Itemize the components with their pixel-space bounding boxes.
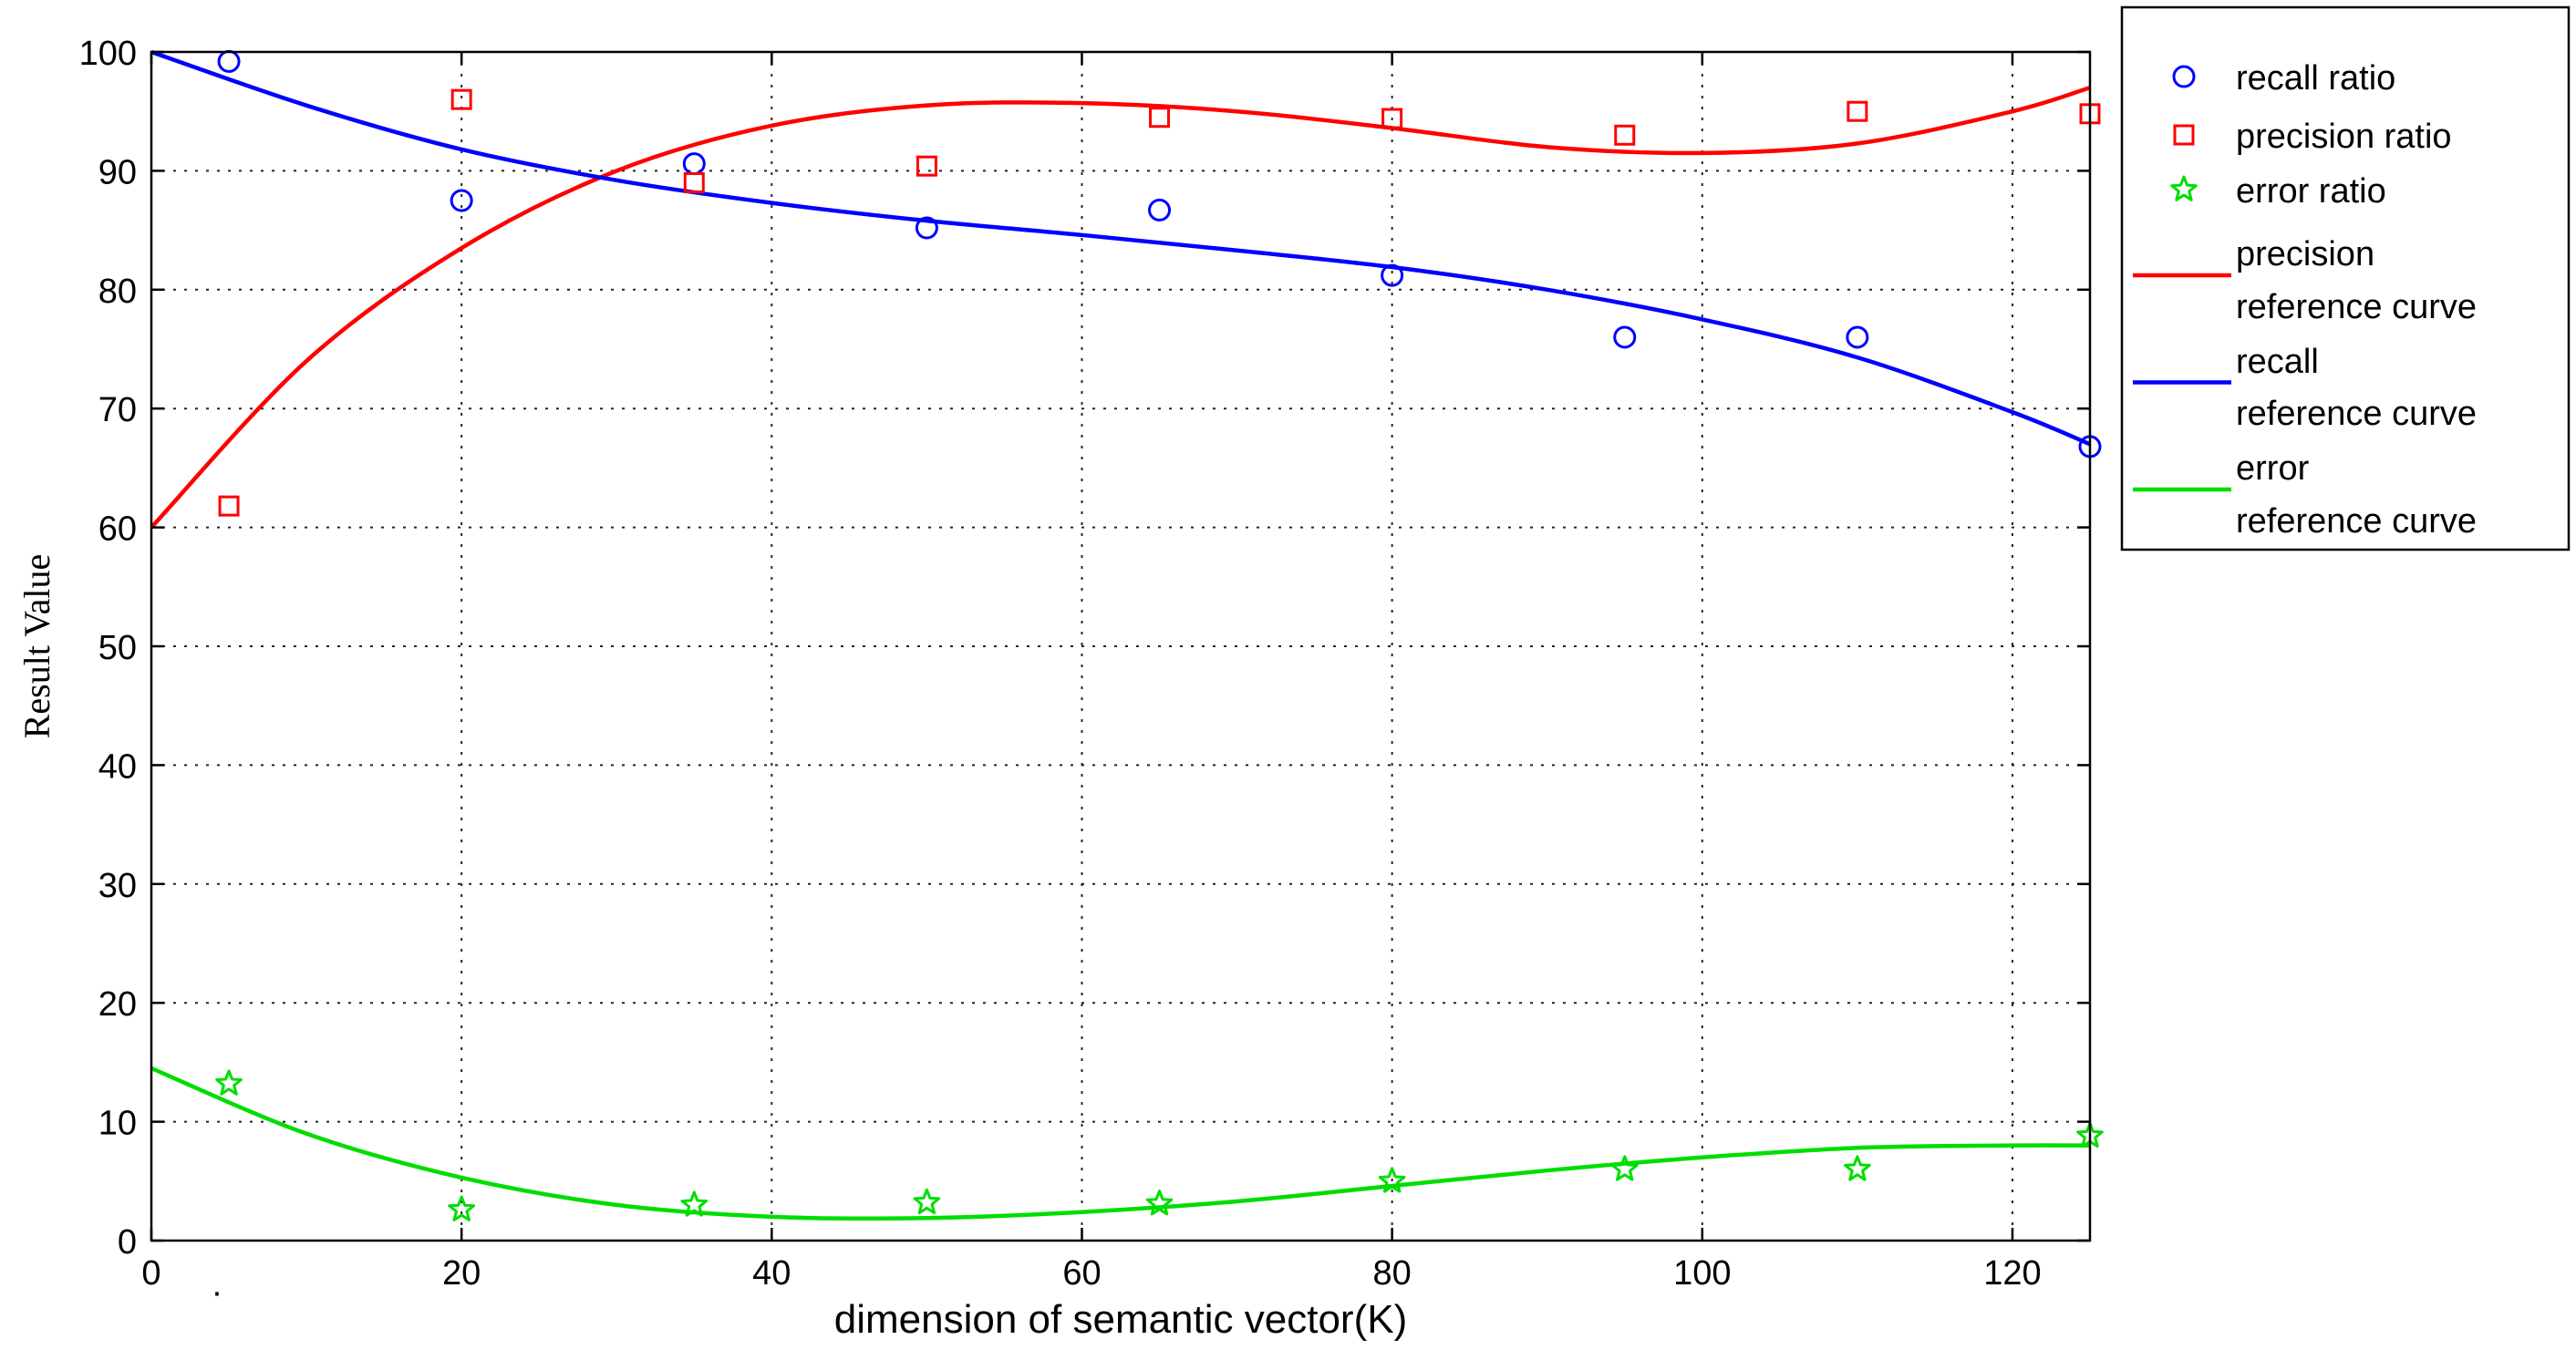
x-axis-title: dimension of semantic vector(K) [834,1297,1407,1342]
x-tick-label: 80 [1372,1254,1411,1293]
y-tick-label: 90 [98,153,137,191]
reference-curve-1 [150,49,2091,447]
point-square-3 [916,155,937,177]
x-tick-label: 100 [1673,1254,1731,1293]
point-circle-5 [1381,263,1404,287]
point-square-5 [1381,108,1403,129]
point-star-0 [215,1069,243,1096]
legend-symbol-square [2173,124,2195,146]
point-star-3 [913,1188,941,1215]
legend-label: reference curve [2236,395,2477,433]
point-circle-4 [1148,198,1172,222]
x-tick-label: 120 [1983,1254,2041,1293]
point-star-4 [1145,1190,1174,1216]
legend: recall ratio precision ratio error ratio pr… [2120,5,2571,551]
reference-curve-2 [150,1066,2091,1221]
point-square-0 [218,495,240,517]
point-star-6 [1610,1155,1639,1181]
point-star-5 [1378,1167,1406,1193]
legend-symbol-circle [2172,65,2196,88]
reference-curve-0 [150,85,2091,530]
y-tick-label: 0 [118,1223,137,1262]
point-star-1 [448,1195,475,1221]
x-tick-label: 20 [442,1254,481,1293]
point-square-2 [683,171,705,193]
reference-curves [150,49,2091,1221]
point-square-1 [450,88,472,110]
point-square-4 [1149,107,1171,129]
point-square-7 [1847,100,1868,122]
legend-label: error [2236,449,2310,488]
point-circle-7 [1846,325,1869,349]
point-square-6 [1614,124,1636,146]
stray-dot-mark: · [212,1273,223,1312]
point-circle-6 [1613,325,1637,349]
x-tick-label: 40 [752,1254,791,1293]
point-circle-3 [915,216,938,240]
y-tick-label: 40 [98,747,137,786]
data-markers [215,49,2104,1221]
x-tick-label: 0 [141,1254,160,1293]
y-tick-label: 10 [98,1105,137,1143]
y-tick-label: 30 [98,867,137,905]
y-tick-label: 60 [98,510,137,549]
legend-label: reference curve [2236,288,2477,326]
legend-label: recall [2236,343,2319,381]
legend-label: error ratio [2236,172,2386,211]
y-tick-label: 20 [98,985,137,1024]
y-tick-label: 100 [79,35,137,73]
axis-ticks: 0 20 40 60 80 100 120 0 10 20 30 40 50 60 70 80 90 100 [79,35,2090,1293]
legend-label: reference curve [2236,502,2477,541]
x-tick-label: 60 [1062,1254,1101,1293]
y-tick-label: 50 [98,629,137,667]
legend-label: precision ratio [2236,118,2452,156]
point-star-2 [680,1190,709,1217]
legend-box [2120,5,2571,551]
y-tick-label: 70 [98,391,137,429]
y-axis-title: Result Value [16,554,57,739]
legend-symbol-star [2170,175,2198,201]
legend-label: recall ratio [2236,59,2395,98]
point-circle-1 [450,189,473,212]
point-star-7 [1844,1155,1871,1181]
y-tick-label: 80 [98,273,137,311]
legend-label: precision [2236,235,2374,273]
